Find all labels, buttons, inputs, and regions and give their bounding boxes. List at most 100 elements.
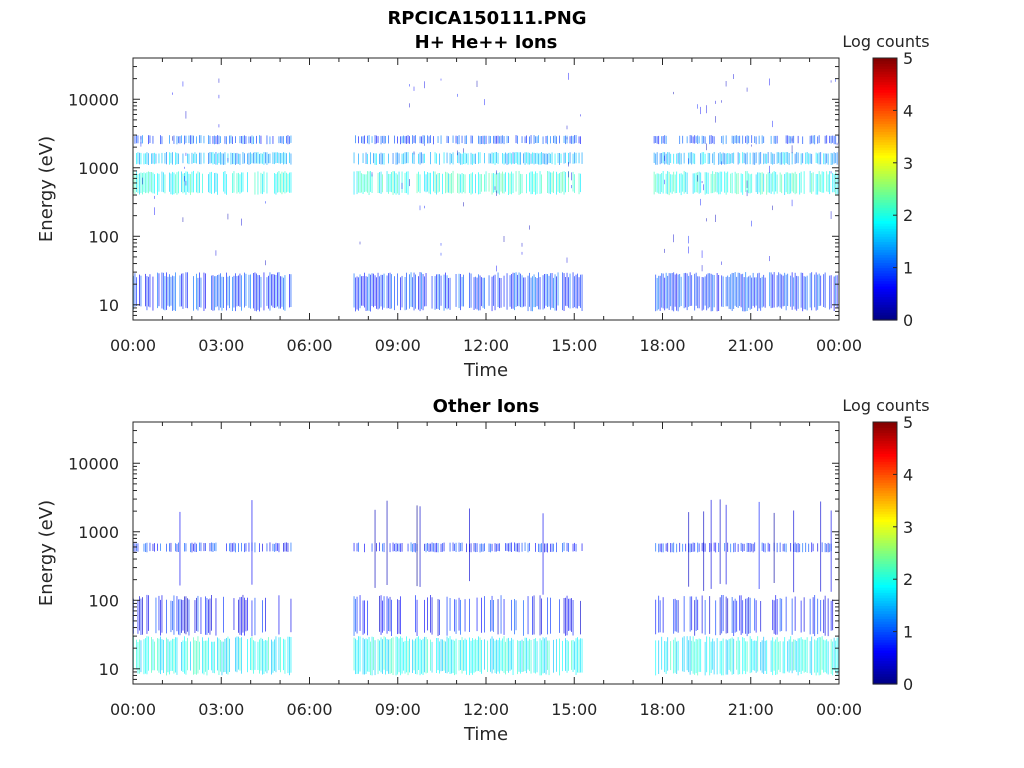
heatmap-cell bbox=[715, 542, 717, 553]
colorbar-segment bbox=[873, 594, 897, 599]
heatmap-cell bbox=[677, 153, 679, 164]
colorbar-segment bbox=[873, 513, 897, 517]
heatmap-cell bbox=[725, 135, 727, 144]
heatmap-cell bbox=[686, 636, 688, 671]
heatmap-cell bbox=[745, 171, 747, 192]
heatmap-cell bbox=[742, 152, 744, 164]
heatmap-cell bbox=[160, 599, 161, 636]
heatmap-cell bbox=[235, 543, 236, 553]
heatmap-cell bbox=[463, 174, 464, 193]
heatmap-cell bbox=[154, 207, 155, 215]
heatmap-cell bbox=[727, 640, 729, 675]
heatmap-cell bbox=[370, 274, 371, 312]
heatmap-cell bbox=[758, 152, 760, 165]
heatmap-cell bbox=[272, 543, 274, 552]
heatmap-cell bbox=[506, 543, 508, 551]
colorbar-tick-label: 2 bbox=[903, 570, 913, 589]
heatmap-cell bbox=[713, 641, 715, 675]
heatmap-cell bbox=[791, 199, 793, 207]
heatmap-cell bbox=[538, 272, 539, 310]
colorbar-segment bbox=[873, 186, 897, 190]
heatmap-cell bbox=[566, 125, 568, 130]
heatmap-cell bbox=[659, 153, 661, 165]
colorbar-segment bbox=[873, 60, 897, 64]
heatmap-cell bbox=[697, 639, 699, 676]
heatmap-cell bbox=[523, 641, 524, 672]
heatmap-cell bbox=[829, 171, 831, 195]
heatmap-cell bbox=[773, 641, 775, 671]
heatmap-cell bbox=[709, 596, 711, 634]
heatmap-cell bbox=[152, 153, 154, 164]
heatmap-cell bbox=[740, 173, 742, 193]
heatmap-cell bbox=[268, 637, 269, 671]
heatmap-cell bbox=[566, 542, 568, 552]
heatmap-cell bbox=[737, 152, 739, 165]
heatmap-cell bbox=[574, 152, 575, 164]
heatmap-cell bbox=[274, 152, 275, 165]
heatmap-cell bbox=[283, 543, 284, 552]
colorbar-segment bbox=[873, 160, 897, 164]
heatmap-cell bbox=[190, 174, 191, 195]
heatmap-cell bbox=[196, 597, 197, 631]
heatmap-cell bbox=[383, 636, 385, 670]
heatmap-cell bbox=[493, 638, 494, 670]
heatmap-cell bbox=[758, 172, 760, 193]
heatmap-cell bbox=[724, 153, 726, 165]
colorbar-segment bbox=[873, 178, 897, 182]
heatmap-cell bbox=[826, 153, 828, 164]
heatmap-cell bbox=[788, 639, 790, 673]
heatmap-cell bbox=[178, 542, 179, 552]
heatmap-cell bbox=[281, 276, 283, 307]
heatmap-cell bbox=[701, 265, 703, 272]
x-tick-label: 00:00 bbox=[816, 336, 862, 355]
heatmap-cell bbox=[715, 100, 716, 104]
heatmap-cell bbox=[710, 499, 712, 589]
colorbar-segment bbox=[873, 254, 897, 258]
heatmap-cell bbox=[466, 639, 467, 675]
heatmap-cell bbox=[523, 277, 524, 307]
heatmap-cell bbox=[278, 272, 280, 309]
heatmap-cell bbox=[662, 171, 664, 194]
heatmap-cell bbox=[527, 640, 529, 670]
heatmap-cell bbox=[134, 173, 136, 195]
heatmap-cell bbox=[403, 641, 404, 671]
heatmap-cell bbox=[521, 174, 523, 194]
heatmap-cell bbox=[794, 171, 796, 195]
heatmap-cell bbox=[464, 152, 466, 165]
heatmap-cell bbox=[413, 152, 415, 164]
heatmap-cell bbox=[793, 639, 795, 671]
heatmap-cell bbox=[277, 543, 278, 551]
heatmap-cell bbox=[259, 135, 260, 144]
heatmap-cell bbox=[746, 190, 748, 197]
colorbar-segment bbox=[873, 432, 897, 436]
heatmap-cell bbox=[709, 153, 711, 164]
heatmap-cell bbox=[538, 153, 539, 165]
heatmap-cell bbox=[142, 177, 143, 185]
heatmap-cell bbox=[479, 543, 481, 553]
heatmap-cell bbox=[539, 277, 541, 310]
heatmap-cell bbox=[257, 171, 259, 195]
heatmap-cell bbox=[655, 599, 657, 635]
heatmap-cell bbox=[232, 543, 233, 552]
heatmap-cell bbox=[668, 152, 670, 165]
colorbar-segment bbox=[873, 482, 897, 486]
heatmap-cell bbox=[185, 152, 187, 156]
heatmap-cell bbox=[494, 152, 496, 165]
heatmap-cell bbox=[787, 172, 789, 194]
heatmap-cell bbox=[547, 153, 548, 165]
heatmap-cell bbox=[409, 136, 410, 144]
heatmap-cell bbox=[184, 135, 185, 145]
heatmap-cell bbox=[746, 135, 748, 145]
heatmap-cell bbox=[526, 135, 527, 144]
heatmap-cell bbox=[580, 173, 581, 193]
heatmap-cell bbox=[470, 135, 472, 144]
heatmap-cell bbox=[685, 272, 687, 308]
heatmap-cell bbox=[404, 640, 406, 674]
heatmap-cell bbox=[169, 152, 170, 165]
heatmap-cell bbox=[553, 171, 554, 193]
heatmap-cell bbox=[781, 598, 783, 631]
heatmap-cell bbox=[739, 153, 741, 164]
colorbar-segment bbox=[873, 461, 897, 465]
heatmap-cell bbox=[230, 542, 232, 553]
heatmap-cell bbox=[457, 93, 458, 97]
